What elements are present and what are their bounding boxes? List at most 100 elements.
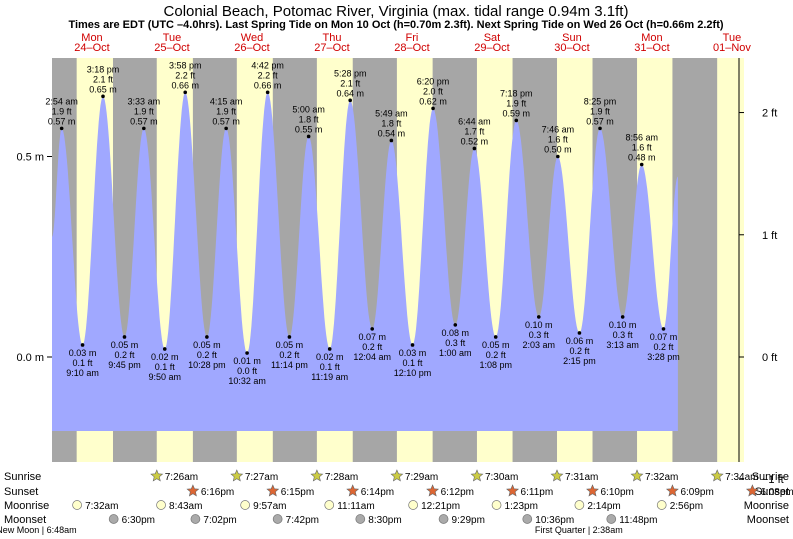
moonrise-time: 7:32am [85,501,118,512]
moonset-icon [522,514,533,524]
chart-title: Colonial Beach, Potomac River, Virginia … [164,3,629,20]
moonrise-time: 8:43am [169,501,202,512]
low-tide-point [162,347,167,351]
high-tide-label: 0.54 m [378,128,406,138]
moonset-time: 7:42pm [286,515,319,526]
moonrise-icon [656,500,667,510]
low-tide-label: 0.10 m [525,320,553,330]
low-tide-label: 0.05 m [111,340,139,350]
high-tide-label: 0.66 m [171,80,199,90]
moonrise-icon [491,500,502,510]
low-tide-label: 12:10 pm [394,368,432,378]
moonrise-icon [240,500,250,510]
moonset-icon [190,514,201,524]
sunset-time: 6:11pm [521,487,554,498]
low-tide-label: 0.1 ft [320,362,341,372]
low-tide-label: 9:45 pm [108,360,141,370]
moonset-time: 6:30pm [122,515,155,526]
moonrise-time: 2:14pm [587,501,620,512]
sunrise-time: 7:29am [405,472,438,483]
sunrise-time: 7:30am [485,472,518,483]
moonrise-time: 1:23pm [505,501,538,512]
high-tide-label: 0.55 m [295,124,323,134]
right-tick-label: 2 ft [762,108,777,120]
moonrise-time: 9:57am [253,501,286,512]
low-tide-label: 0.05 m [276,340,304,350]
sunset-time: 6:15pm [281,487,314,498]
sunset-time: 6:10pm [601,487,634,498]
high-tide-point [224,126,228,131]
sunrise-icon [390,469,404,482]
high-tide-label: 2.1 ft [93,74,114,84]
moonset-icon [108,514,119,524]
low-tide-label: 0.1 ft [73,358,94,368]
high-tide-label: 0.57 m [586,116,614,126]
tide-labels: 2:54 am1.9 ft0.57 m0.03 m0.1 ft9:10 am3:… [45,60,679,386]
high-tide-point [431,106,435,111]
moonrise-time: 11:11am [337,501,374,512]
sunset-icon [426,484,440,497]
sunrise-icon [150,469,164,482]
high-tide-label: 6:44 am [458,116,491,126]
low-tide-point [410,343,415,347]
day-name: Sun [562,32,582,44]
low-tide-label: 11:19 am [311,372,348,382]
sunrise-row-label-left: Sunrise [4,471,41,483]
moonset-time: 9:29pm [452,515,485,526]
day-date: 28–Oct [394,42,429,54]
low-tide-label: 2:03 am [523,340,556,350]
sunset-time: 6:09pm [680,487,713,498]
moonrise-row-label-left: Moonrise [4,500,49,512]
day-name: Mon [81,32,102,44]
astronomy-rows: Sunrise Sunset Moonrise Moonset Sunrise … [0,469,793,535]
high-tide-label: 1.7 ft [464,126,485,136]
daylight-band [717,58,738,462]
high-tide-label: 3:33 am [128,96,161,106]
high-tide-point [183,90,188,95]
sunrise-icon [710,469,724,482]
high-tide-label: 5:49 am [375,108,408,118]
high-tide-label: 0.57 m [212,116,240,126]
high-tide-point [514,118,519,123]
low-tide-point [577,331,582,335]
high-tide-label: 0.66 m [254,80,282,90]
left-tick-label: 0.5 m [16,152,44,164]
high-tide-label: 7:18 pm [500,88,533,98]
day-name: Thu [322,32,341,44]
low-tide-point [493,335,498,339]
low-tide-label: 0.3 ft [613,330,634,340]
moonrise-icon [324,500,335,510]
sunrise-icon [230,469,244,482]
low-tide-label: 0.01 m [233,356,261,366]
low-tide-label: 0.1 ft [403,358,424,368]
low-tide-label: 0.07 m [650,332,678,342]
sunrise-icon [550,469,564,482]
moonrise-time: 2:56pm [670,501,703,512]
sunrise-time: 7:26am [165,472,198,483]
sunset-time: 6:16pm [201,487,234,498]
moonrise-icon [72,500,82,510]
tide-curve [52,92,678,432]
right-edge-band [738,58,744,462]
low-tide-label: 0.03 m [399,348,427,358]
moonset-icon [438,514,449,524]
sunset-time: 6:14pm [361,487,394,498]
sunrise-time: 7:32am [645,472,678,483]
sunset-icon [665,484,679,497]
moonset-icon [272,514,283,524]
high-tide-label: 0.57 m [130,116,158,126]
low-tide-label: 0.2 ft [362,342,383,352]
high-tide-label: 1.9 ft [134,106,155,116]
sunset-icon [346,484,360,497]
low-tide-label: 0.2 ft [569,346,590,356]
low-tide-label: 0.0 ft [237,366,258,376]
moonrise-icon [574,500,585,510]
high-tide-label: 4:15 am [210,96,243,106]
sunset-row-label-right: Sunset [755,486,789,498]
day-date: 01–Nov [713,42,751,54]
low-tide-point [287,335,292,339]
high-tide-label: 2.1 ft [340,78,361,88]
sunrise-time: 7:27am [245,472,278,483]
moonrise-icon [156,500,166,510]
